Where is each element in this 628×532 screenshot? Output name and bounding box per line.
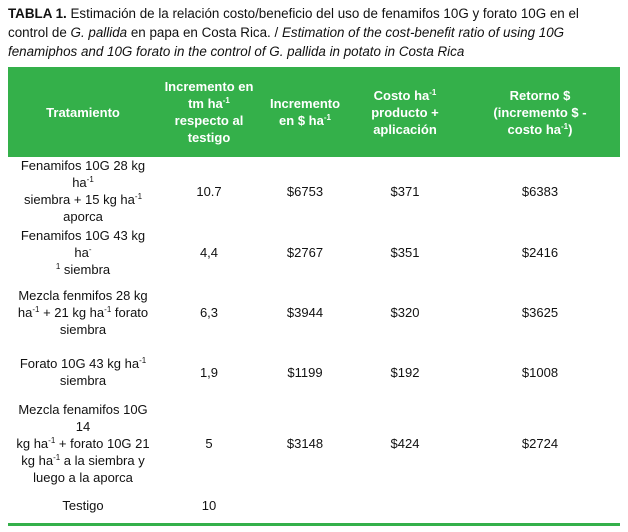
header-costo-line1: Costo ha [373,87,430,103]
treatment-sup: -1 [139,356,147,365]
increment-usd-cell: $3944 [286,305,324,320]
header-inc-tm-line1: Incremento en [164,79,254,94]
header-inc-usd-line2: en $ ha [279,113,324,128]
increment-tm-cell: 5 [205,435,213,451]
table-row: Mezcla fenmifos 28 kg ha-1 + 21 kg ha-1 f… [8,279,620,346]
treatment-text: a la siembra y [60,452,145,468]
table-row: Mezcla fenamifos 10G 14 kg ha-1 + forato … [8,398,620,488]
header-inc-usd-line1: Incremento [269,96,341,111]
treatment-text: + forato 10G 21 [55,435,150,451]
header-retorno: Retorno $ (incremento $ - costo ha-1) [460,67,620,157]
treatment-text: Mezcla fenmifos 28 kg [18,288,148,303]
treatment-sup: -1 [134,192,143,201]
increment-tm-cell: 4,4 [199,244,219,260]
header-costo: Costo ha-1 producto + aplicación [350,67,460,157]
header-costo-line3: aplicación [373,121,437,137]
return-cell: $2724 [521,435,559,451]
treatment-cell: Testigo [8,488,158,526]
treatment-sup: -1 [32,305,40,314]
header-tratamiento: Tratamiento [8,67,158,157]
increment-tm-cell: 1,9 [199,364,219,380]
header-inc-tm-line3: respecto al [174,113,244,128]
increment-tm-cell: 6,3 [199,305,219,320]
cost-cell: $320 [390,305,420,320]
caption-es-text: Estimación de la relación costo/benefici… [8,6,579,40]
table-caption: TABLA 1. Estimación de la relación costo… [8,4,620,61]
caption-en-species: G. pallida [269,44,326,59]
header-costo-line2: producto + [371,104,439,120]
treatment-text: Mezcla fenamifos 10G 14 [18,401,148,434]
increment-tm-cell: 10.7 [196,183,222,199]
treatment-sup: -1 [48,435,56,445]
treatment-text: + 21 kg ha [39,305,105,320]
caption-label: TABLA 1. [8,6,67,21]
treatment-sup: 1 [55,261,61,271]
return-cell: $6383 [521,183,559,199]
cost-cell [350,488,460,526]
return-cell: $2416 [521,244,559,260]
treatment-text: siembra [59,322,107,337]
increment-usd-cell: $1199 [287,364,323,380]
table-row: Testigo 10 [8,488,620,526]
header-retorno-line1: Retorno $ [509,87,571,103]
cost-cell: $351 [390,244,420,260]
increment-usd-cell: $3148 [286,435,324,451]
caption-es-species: G. pallida [70,25,128,40]
header-retorno-sup: -1 [561,121,569,131]
table-row: Fenamifos 10G 28 kg ha-1 siembra + 15 kg … [8,157,620,225]
cost-benefit-table: Tratamiento Incremento en tm ha-1 respecto… [8,67,620,526]
treatment-text: forato [111,305,149,320]
header-tratamiento-label: Tratamiento [46,104,120,120]
treatment-cell: Mezcla fenamifos 10G 14 kg ha-1 + forato … [8,398,158,488]
treatment-text: siembra [60,261,111,277]
cost-cell: $371 [390,183,420,199]
treatment-text: Forato 10G 43 kg ha [19,356,140,371]
treatment-text: Fenamifos 10G 43 kg ha [20,227,146,260]
header-retorno-line3: costo ha [507,121,561,137]
treatment-text: Fenamifos 10G 28 kg ha [20,158,146,190]
increment-usd-cell: $6753 [286,183,324,199]
treatment-cell: Fenamifos 10G 28 kg ha-1 siembra + 15 kg … [8,157,158,225]
caption-en-text: Estimation of the cost-benefit ratio of … [8,25,565,59]
treatment-cell: Mezcla fenmifos 28 kg ha-1 + 21 kg ha-1 f… [8,279,158,346]
treatment-text: aporca [63,209,103,224]
treatment-text: siembra + 15 kg ha [23,192,135,207]
header-retorno-close: ) [568,121,573,137]
treatment-text: kg ha [21,452,54,468]
treatment-sup: -1 [104,305,112,314]
treatment-text: kg ha [16,435,49,451]
treatment-text: luego a la aporca [33,469,133,485]
cost-cell: $424 [390,435,420,451]
return-cell [460,488,620,526]
header-incremento-usd: Incremento en $ ha-1 [260,67,350,157]
increment-usd-cell [260,488,350,526]
header-inc-tm-line4: testigo [187,130,231,145]
table-row: Fenamifos 10G 43 kg ha- 1 siembra 4,4 $27… [8,225,620,279]
header-inc-tm-sup: -1 [222,96,230,105]
caption-en-text-end: in potato in Costa Rica [325,44,465,59]
increment-tm-cell: 10 [158,488,260,526]
treatment-text: siembra [59,373,107,388]
treatment-cell: Fenamifos 10G 43 kg ha- 1 siembra [8,225,158,279]
treatment-sup: - [88,244,92,254]
header-inc-usd-sup: -1 [323,113,331,122]
increment-usd-cell: $2767 [286,244,324,260]
header-inc-tm-line2: tm ha [188,96,223,111]
table-row: Forato 10G 43 kg ha-1 siembra 1,9 $1199 $… [8,346,620,398]
return-cell: $3625 [521,305,559,320]
caption-es-text-end: en papa en Costa Rica. / [127,25,282,40]
treatment-text: ha [17,305,33,320]
cost-cell: $192 [390,364,420,380]
header-costo-sup: -1 [429,87,437,97]
header-row: Tratamiento Incremento en tm ha-1 respecto… [8,67,620,157]
return-cell: $1008 [521,364,559,380]
treatment-sup: -1 [53,452,61,462]
treatment-cell: Forato 10G 43 kg ha-1 siembra [8,346,158,398]
treatment-sup: -1 [86,175,94,184]
header-retorno-line2: (incremento $ - [493,104,587,120]
header-incremento-tm: Incremento en tm ha-1 respecto al testigo [158,67,260,157]
